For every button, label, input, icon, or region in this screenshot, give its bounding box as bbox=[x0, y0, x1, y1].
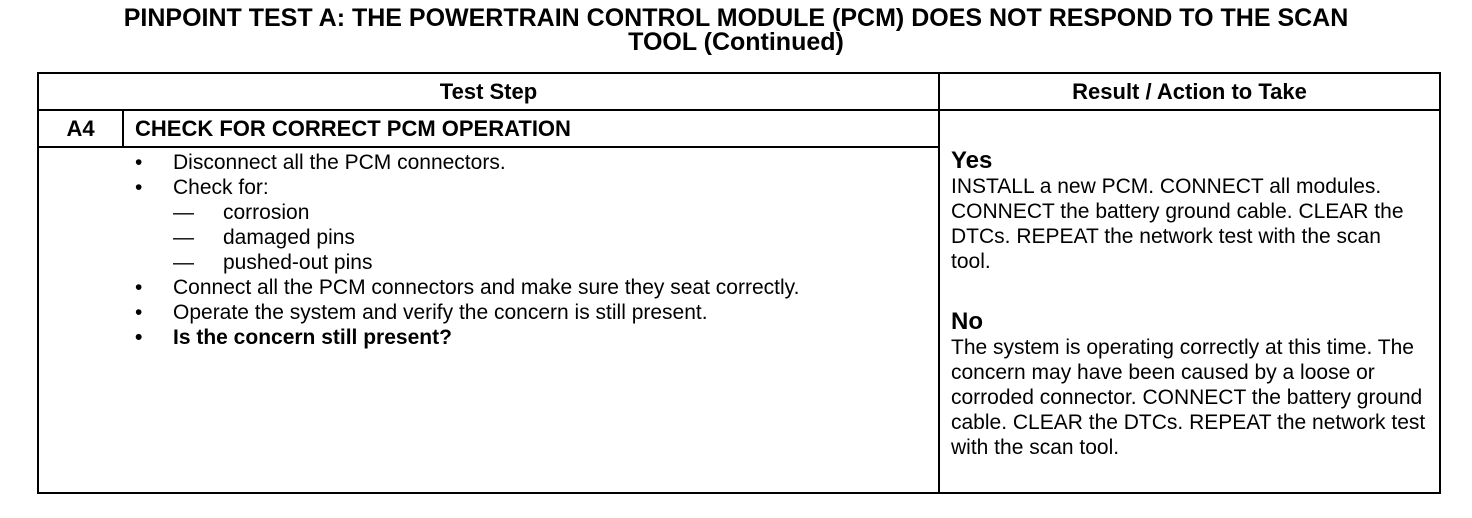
bullet: • bbox=[135, 151, 143, 174]
dash: — bbox=[173, 251, 194, 274]
step-id: A4 bbox=[39, 111, 124, 146]
step-title: CHECK FOR CORRECT PCM OPERATION bbox=[135, 116, 571, 141]
bullet: • bbox=[135, 326, 143, 349]
title-line-2: TOOL (Continued) bbox=[628, 28, 844, 56]
bullet: • bbox=[135, 176, 143, 199]
yes-action: INSTALL a new PCM. CONNECT all modules. … bbox=[951, 175, 1404, 273]
list-item-question: • Is the concern still present? bbox=[135, 326, 452, 349]
step-instructions: • Disconnect all the PCM connectors. • Che… bbox=[129, 150, 833, 350]
sub-item: — corrosion bbox=[173, 201, 310, 224]
sub-item: — damaged pins bbox=[173, 226, 355, 249]
list-item: • Operate the system and verify the conce… bbox=[135, 301, 708, 324]
page-title: PINPOINT TEST A: THE POWERTRAIN CONTROL … bbox=[0, 4, 1472, 56]
list-item: • Disconnect all the PCM connectors. bbox=[135, 151, 506, 174]
result-actions: Yes INSTALL a new PCM. CONNECT all modul… bbox=[951, 148, 1431, 460]
column-divider bbox=[938, 74, 940, 492]
no-action: The system is operating correctly at thi… bbox=[951, 336, 1426, 459]
pinpoint-test-table: Test Step Result / Action to Take A4 CHE… bbox=[37, 72, 1441, 494]
bullet: • bbox=[135, 276, 143, 299]
step-header-row: A4 CHECK FOR CORRECT PCM OPERATION bbox=[39, 111, 938, 148]
no-label: No bbox=[951, 308, 983, 335]
list-item: • Connect all the PCM connectors and make… bbox=[135, 276, 800, 299]
header-result: Result / Action to Take bbox=[940, 74, 1439, 111]
title-line-1: PINPOINT TEST A: THE POWERTRAIN CONTROL … bbox=[123, 4, 1349, 32]
sub-item: — pushed-out pins bbox=[173, 251, 373, 274]
dash: — bbox=[173, 201, 194, 224]
list-item: • Check for: bbox=[135, 176, 269, 199]
bullet: • bbox=[135, 301, 143, 324]
dash: — bbox=[173, 226, 194, 249]
yes-label: Yes bbox=[951, 147, 993, 174]
header-test-step: Test Step bbox=[39, 74, 938, 111]
